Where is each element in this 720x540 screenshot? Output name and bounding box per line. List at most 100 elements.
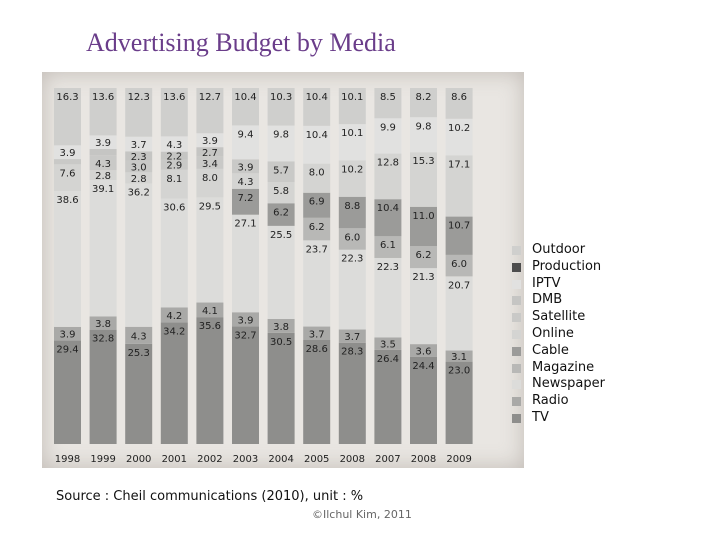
- copyright-note: ©Ilchul Kim, 2011: [312, 508, 412, 521]
- x-tick-label-2003: 2003: [233, 454, 258, 465]
- legend-label-iptv: IPTV: [532, 275, 561, 291]
- bar-segment-magazine-2008: [410, 246, 437, 269]
- bar-segment-outdoor-2003: [232, 88, 259, 126]
- data-label-magazine-2007: 6.1: [380, 240, 396, 251]
- bar-segment-iptv-2004: [267, 125, 295, 162]
- data-label-iptv-2008: 9.8: [416, 121, 432, 132]
- data-label-cable-2005: 6.9: [309, 197, 325, 208]
- data-label-outdoor-2002: 12.7: [199, 92, 221, 103]
- bar-segment-radio-1999: [89, 316, 117, 330]
- x-tick-label-2008: 2008: [411, 454, 436, 465]
- bar-segment-satellite-2003: [232, 159, 259, 174]
- bar-segment-iptv-1998: [54, 145, 81, 160]
- legend-label-online: Online: [532, 325, 574, 341]
- data-label-cable-2006: 8.8: [344, 201, 360, 212]
- bar-segment-newspaper-2000: [125, 183, 153, 327]
- data-label-iptv-1998: 3.9: [60, 148, 76, 159]
- bar-segment-cable-2009: [445, 216, 473, 255]
- bar-segment-magazine-2005: [303, 217, 331, 241]
- data-label-newspaper-2008: 21.3: [412, 272, 434, 283]
- bar-segment-tv-2005: [303, 340, 331, 444]
- data-label-radio-2008: 3.6: [416, 347, 432, 358]
- data-label-dmb-2001: 2.2: [166, 152, 182, 163]
- data-label-radio-2006: 3.7: [344, 332, 360, 343]
- data-label-satellite-2000: 3.0: [131, 162, 147, 173]
- bar-segment-tv-1999: [89, 329, 117, 444]
- bar-segment-cable-2004: [267, 203, 295, 226]
- data-label-iptv-2004: 9.8: [273, 130, 289, 141]
- bar-segment-cable-2007: [374, 199, 402, 237]
- bar-segment-tv-2003: [232, 326, 259, 444]
- data-label-iptv-2009: 10.2: [448, 123, 470, 134]
- legend-label-newspaper: Newspaper: [532, 376, 605, 392]
- bar-segment-outdoor-2007: [374, 88, 402, 119]
- data-label-online-1998: 7.6: [60, 168, 76, 179]
- data-label-magazine-2008: 6.2: [416, 250, 432, 261]
- bar-segment-radio-2002: [196, 302, 224, 318]
- bar-segment-radio-2000: [125, 326, 153, 344]
- legend-swatch-magazine: [512, 363, 521, 373]
- data-label-tv-2003: 32.7: [234, 330, 256, 341]
- bar-segment-newspaper-2002: [196, 197, 224, 303]
- bar-segment-newspaper-1999: [89, 180, 117, 317]
- legend-label-cable: Cable: [532, 342, 569, 358]
- data-label-tv-2009: 23.0: [448, 366, 470, 377]
- data-label-outdoor-2006: 10.1: [341, 92, 363, 103]
- source-note: Source : Cheil communications (2010), un…: [56, 489, 364, 504]
- bar-segment-newspaper-1998: [54, 191, 81, 327]
- data-label-radio-1999: 3.8: [95, 319, 111, 330]
- bar-segment-online-2004: [267, 182, 295, 204]
- bar-segment-online-2003: [232, 173, 259, 189]
- bar-segment-tv-2001: [160, 322, 188, 444]
- bar-segment-newspaper-2003: [232, 214, 259, 313]
- bar-segment-radio-2008: [410, 344, 437, 357]
- data-label-tv-2001: 34.2: [163, 326, 185, 337]
- bar-segment-cable-2005: [303, 192, 331, 218]
- bar-segment-radio-2005: [303, 326, 331, 340]
- bar-segment-outdoor-1998: [54, 88, 81, 146]
- data-label-cable-2008: 11.0: [412, 211, 434, 222]
- data-label-outdoor-2005: 10.4: [306, 92, 328, 103]
- data-label-outdoor-2000: 12.3: [128, 92, 150, 103]
- data-label-iptv-2001: 4.3: [166, 140, 182, 151]
- bar-segment-satellite-2000: [125, 160, 153, 173]
- bar-segment-iptv-2005: [303, 125, 331, 164]
- data-label-newspaper-2004: 25.5: [270, 230, 292, 241]
- bar-segment-tv-2008: [410, 356, 437, 444]
- legend-swatch-dmb: [512, 296, 521, 306]
- bar-segment-tv-2009: [445, 361, 473, 444]
- data-label-outdoor-2009: 8.6: [451, 92, 467, 103]
- data-label-online-2007: 12.8: [377, 158, 399, 169]
- bar-segment-radio-2007: [374, 337, 402, 350]
- data-label-magazine-2006: 6.0: [344, 232, 360, 243]
- data-label-radio-2005: 3.7: [309, 329, 325, 340]
- data-label-cable-2007: 10.4: [377, 203, 399, 214]
- data-label-tv-1999: 32.8: [92, 334, 114, 345]
- data-label-radio-2004: 3.8: [273, 322, 289, 333]
- x-tick-label-2001: 2001: [162, 454, 187, 465]
- bar-segment-online-2000: [125, 172, 153, 184]
- legend-swatch-cable: [512, 346, 521, 356]
- bar-segment-iptv-2003: [232, 125, 259, 160]
- x-tick-label-2009: 2009: [446, 454, 471, 465]
- chart-title: Advertising Budget by Media: [86, 28, 396, 57]
- legend-label-dmb: DMB: [532, 292, 563, 308]
- x-tick-label-2000: 2000: [126, 454, 151, 465]
- legend-label-outdoor: Outdoor: [532, 242, 586, 257]
- bar-segment-online-2002: [196, 168, 224, 198]
- bar-segment-dmb-2000: [125, 151, 153, 161]
- bar-segment-dmb-2002: [196, 147, 224, 157]
- data-label-radio-2001: 4.2: [166, 311, 182, 322]
- data-label-radio-2003: 3.9: [238, 315, 254, 326]
- x-tick-label-2002: 2002: [197, 454, 222, 465]
- bar-segment-satellite-2004: [267, 161, 295, 183]
- data-label-online-2004: 5.8: [273, 186, 289, 197]
- data-label-dmb-2000: 2.3: [131, 152, 147, 163]
- data-label-online-2000: 2.8: [131, 174, 147, 185]
- bar-segment-online-1999: [89, 170, 117, 181]
- data-label-newspaper-2002: 29.5: [199, 201, 221, 212]
- bar-segment-cable-2008: [410, 206, 437, 247]
- bar-segment-tv-2006: [338, 342, 366, 444]
- legend-swatch-outdoor: [512, 246, 521, 255]
- data-label-newspaper-2005: 23.7: [306, 244, 328, 255]
